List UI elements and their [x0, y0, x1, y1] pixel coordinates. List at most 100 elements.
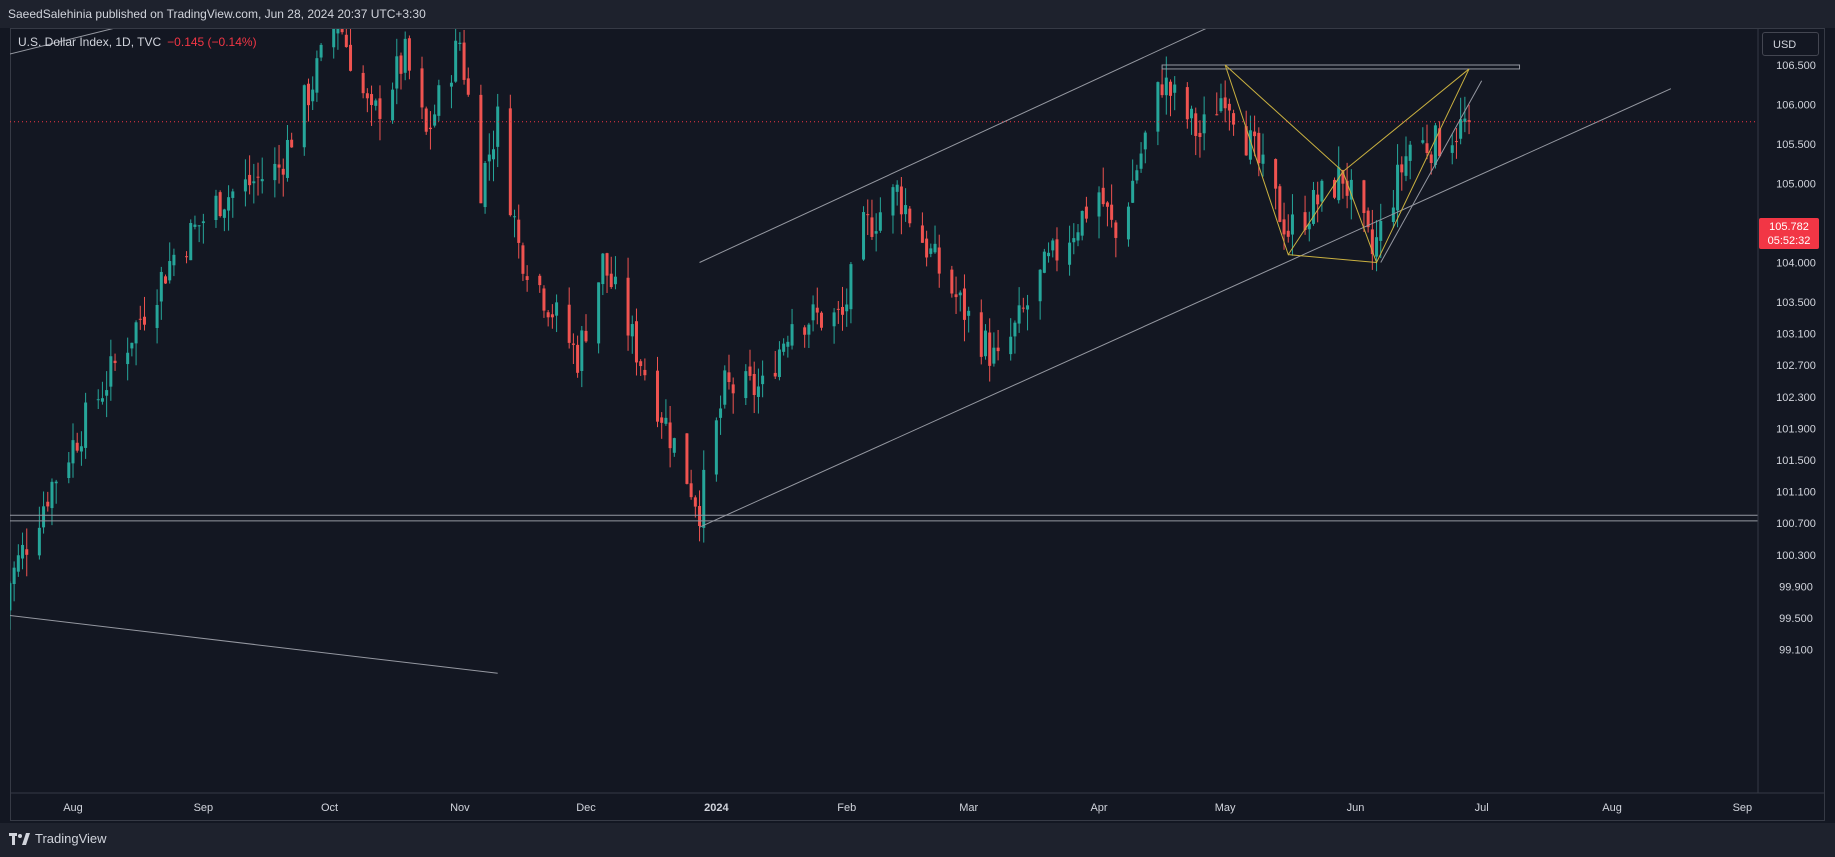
candle-body	[1021, 307, 1025, 309]
candle-body	[979, 312, 983, 357]
candle-body	[521, 245, 525, 274]
candle-body	[744, 371, 748, 399]
candle	[172, 248, 176, 277]
candle-body	[277, 164, 281, 168]
candle-body	[1139, 153, 1143, 169]
candle-body	[1131, 180, 1135, 203]
candle-body	[71, 440, 75, 464]
currency-button[interactable]: USD	[1762, 32, 1819, 56]
candle	[193, 215, 197, 230]
last-price-value: 105.782	[1769, 221, 1809, 233]
candle	[513, 209, 517, 238]
rising-channel-top	[699, 29, 1207, 263]
candle-body	[302, 85, 306, 148]
candle	[197, 225, 201, 243]
candle-body	[483, 162, 487, 208]
candle-body	[811, 304, 815, 321]
candle	[937, 234, 941, 288]
candle-body	[1396, 164, 1400, 211]
candle	[731, 377, 735, 414]
candle	[761, 360, 765, 398]
candle-body	[370, 94, 374, 106]
candle	[1333, 177, 1336, 200]
lower-channel-line	[10, 615, 498, 674]
candle-body	[1105, 202, 1109, 207]
candle-body	[1101, 187, 1105, 205]
candle	[1185, 82, 1189, 129]
candle-body	[1160, 84, 1164, 96]
candle	[580, 325, 584, 388]
candle	[988, 318, 992, 382]
candle	[378, 85, 382, 141]
time-tick-label: Jul	[1475, 802, 1489, 814]
candle	[84, 392, 88, 459]
candle	[46, 491, 50, 512]
candle-body	[1311, 189, 1315, 224]
candle-body	[1362, 180, 1366, 214]
time-tick-label: Oct	[321, 802, 338, 814]
candle	[1307, 211, 1311, 242]
candle	[1261, 133, 1265, 177]
candle-body	[1454, 141, 1458, 143]
candle	[773, 351, 777, 380]
symbol-legend[interactable]: U.S. Dollar Index, 1D, TVC −0.145 (−0.14%…	[18, 35, 257, 49]
candle-body	[609, 273, 613, 288]
candle-body	[365, 93, 369, 99]
candle	[1047, 242, 1051, 263]
candle-body	[1282, 219, 1286, 235]
candle	[50, 478, 54, 526]
candle	[836, 301, 840, 324]
candle	[109, 339, 113, 401]
candle	[306, 78, 310, 122]
candle-body	[1051, 240, 1055, 251]
candle-body	[1333, 179, 1336, 198]
candle-body	[1290, 214, 1294, 235]
candle-body	[315, 58, 319, 93]
candle-body	[513, 216, 517, 218]
candle-body	[920, 225, 924, 243]
time-tick-label: Nov	[450, 802, 470, 814]
candle-body	[1219, 98, 1223, 112]
candle-body	[904, 205, 908, 215]
candle	[841, 286, 845, 331]
price-tick-label: 105.500	[1776, 139, 1816, 151]
footer-bar	[0, 823, 1835, 857]
candle	[1139, 142, 1143, 173]
candle	[1190, 105, 1194, 135]
candle-body	[508, 108, 512, 216]
candle	[630, 315, 634, 354]
candle	[277, 144, 281, 184]
candle-body	[172, 254, 176, 266]
candle	[1438, 121, 1442, 158]
time-tick-label: Sep	[194, 802, 214, 814]
candle-body	[449, 82, 453, 87]
candle	[420, 56, 424, 120]
candle-body	[391, 89, 395, 121]
candle	[1341, 169, 1345, 199]
candle	[302, 84, 306, 156]
chart-frame[interactable]	[10, 28, 1825, 821]
candle	[920, 212, 924, 243]
candle-body	[639, 361, 643, 367]
candle-body	[1341, 170, 1345, 184]
candle	[1101, 167, 1105, 207]
candle-body	[786, 341, 790, 347]
price-tick-label: 104.000	[1776, 258, 1816, 270]
candle-body	[1316, 194, 1320, 205]
candle-body	[1110, 204, 1114, 220]
candle	[189, 219, 193, 261]
price-tick-label: 99.500	[1779, 613, 1813, 625]
candle-body	[870, 217, 874, 237]
candle	[1215, 92, 1219, 116]
candle-body	[109, 356, 113, 387]
candle	[1126, 202, 1130, 247]
candle-body	[874, 231, 878, 234]
candle-body	[12, 567, 16, 585]
wedge-support-line	[1380, 80, 1483, 263]
brand-logo[interactable]: TradingView	[9, 831, 107, 846]
candle-body	[1337, 167, 1341, 201]
candle	[555, 294, 559, 333]
candle	[462, 29, 466, 85]
candle	[693, 495, 697, 518]
